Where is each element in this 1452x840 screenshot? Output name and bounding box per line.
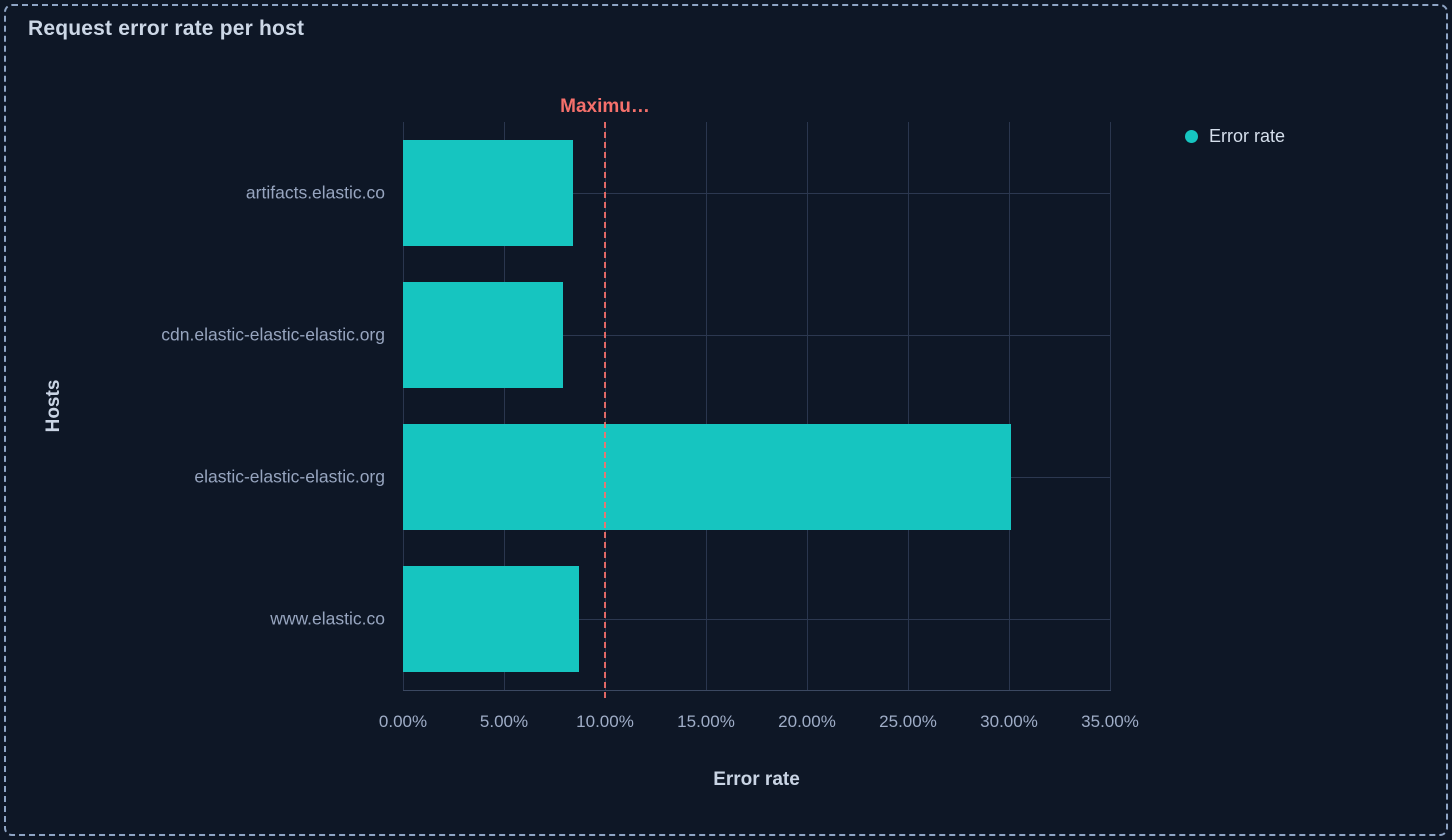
legend-color-dot-icon: [1185, 130, 1198, 143]
horizontal-gridline: [403, 193, 1110, 194]
bar-cdn.elastic-elastic-elastic.org[interactable]: [403, 282, 563, 388]
vertical-gridline: [706, 122, 707, 690]
vertical-gridline: [807, 122, 808, 690]
x-tick-label: 20.00%: [778, 712, 836, 731]
x-axis-line: [403, 690, 1111, 691]
threshold-line: [604, 122, 606, 698]
y-category-label: elastic-elastic-elastic.org: [194, 466, 385, 487]
y-category-label: artifacts.elastic.co: [245, 182, 385, 203]
bar-elastic-elastic-elastic.org[interactable]: [403, 424, 1012, 530]
vertical-gridline: [403, 122, 404, 690]
y-category-label: cdn.elastic-elastic-elastic.org: [161, 324, 385, 345]
bar-artifacts.elastic.co[interactable]: [403, 140, 573, 246]
y-axis-title: Hosts: [43, 379, 64, 433]
legend-item-label: Error rate: [1209, 126, 1286, 146]
x-tick-label: 5.00%: [479, 712, 529, 731]
page-title: Request error rate per host: [28, 17, 305, 40]
x-axis-title: Error rate: [713, 769, 800, 790]
vertical-gridline: [908, 122, 909, 690]
x-tick-label: 25.00%: [879, 712, 937, 731]
plot-area: Maximu…: [403, 96, 1111, 698]
horizontal-gridline: [403, 619, 1110, 620]
x-tick-label: 15.00%: [677, 712, 735, 731]
horizontal-gridline: [403, 335, 1110, 336]
chart-legend: Error rate: [1185, 126, 1285, 147]
y-category-label: www.elastic.co: [270, 608, 385, 629]
x-tick-label: 30.00%: [980, 712, 1038, 731]
bar-www.elastic.co[interactable]: [403, 566, 579, 672]
legend-item-error-rate[interactable]: Error rate: [1185, 126, 1285, 147]
x-tick-label: 10.00%: [576, 712, 634, 731]
x-tick-label: 0.00%: [378, 712, 428, 731]
threshold-label[interactable]: Maximu…: [560, 96, 650, 117]
vertical-gridline: [1110, 122, 1111, 690]
x-tick-label: 35.00%: [1081, 712, 1139, 731]
vertical-gridline: [1009, 122, 1010, 690]
vertical-gridline: [504, 122, 505, 690]
